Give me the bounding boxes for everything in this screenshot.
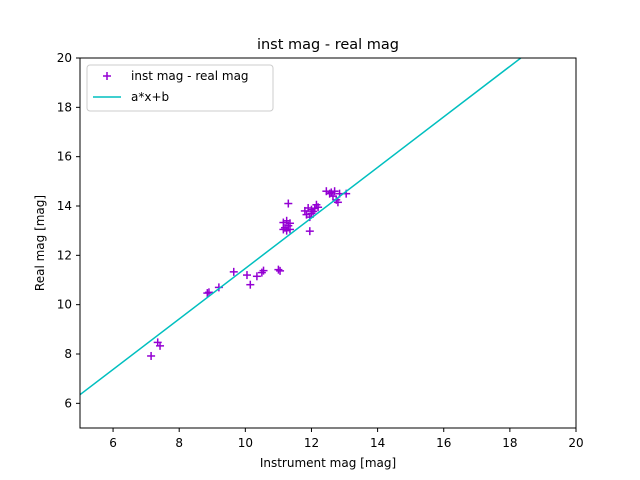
data-point — [333, 198, 342, 207]
y-tick-label: 16 — [57, 150, 72, 164]
data-point — [246, 280, 255, 289]
legend-label-line: a*x+b — [131, 90, 169, 104]
data-point — [259, 266, 268, 275]
y-axis: 6 8 10 12 14 16 18 20 — [57, 51, 80, 410]
data-point — [156, 341, 165, 350]
legend-marker-scatter — [103, 72, 111, 80]
x-tick-label: 16 — [436, 436, 451, 450]
legend: inst mag - real mag a*x+b — [86, 64, 274, 112]
plot-area — [80, 58, 522, 396]
x-tick-label: 6 — [109, 436, 117, 450]
y-tick-label: 12 — [57, 248, 72, 262]
fit-line — [80, 58, 522, 396]
x-tick-label: 14 — [370, 436, 385, 450]
data-point — [284, 199, 293, 208]
data-point — [274, 265, 283, 274]
data-point — [276, 266, 285, 275]
y-tick-label: 20 — [57, 51, 72, 65]
x-tick-label: 12 — [304, 436, 319, 450]
data-point — [252, 272, 261, 281]
y-axis-label: Real mag [mag] — [33, 195, 47, 291]
x-axis: 6 8 10 12 14 16 18 20 — [109, 428, 584, 450]
legend-label-scatter: inst mag - real mag — [131, 69, 249, 83]
x-axis-label: Instrument mag [mag] — [260, 456, 396, 470]
x-tick-label: 18 — [502, 436, 517, 450]
data-point — [330, 187, 339, 196]
data-point — [204, 288, 213, 297]
legend-box — [86, 64, 274, 112]
x-tick-label: 20 — [568, 436, 583, 450]
data-point — [242, 271, 251, 280]
y-tick-label: 10 — [57, 298, 72, 312]
y-tick-label: 14 — [57, 199, 72, 213]
data-point — [229, 267, 238, 276]
x-tick-label: 10 — [238, 436, 253, 450]
data-point — [305, 227, 314, 236]
data-point — [285, 225, 294, 234]
data-point — [147, 351, 156, 360]
legend-plus-marker — [103, 72, 111, 80]
data-point — [314, 203, 323, 212]
y-tick-label: 6 — [64, 396, 72, 410]
axes-frame — [79, 57, 577, 429]
y-tick-label: 8 — [64, 347, 72, 361]
y-tick-label: 18 — [57, 100, 72, 114]
chart-title: inst mag - real mag — [257, 37, 399, 53]
x-tick-label: 8 — [175, 436, 183, 450]
